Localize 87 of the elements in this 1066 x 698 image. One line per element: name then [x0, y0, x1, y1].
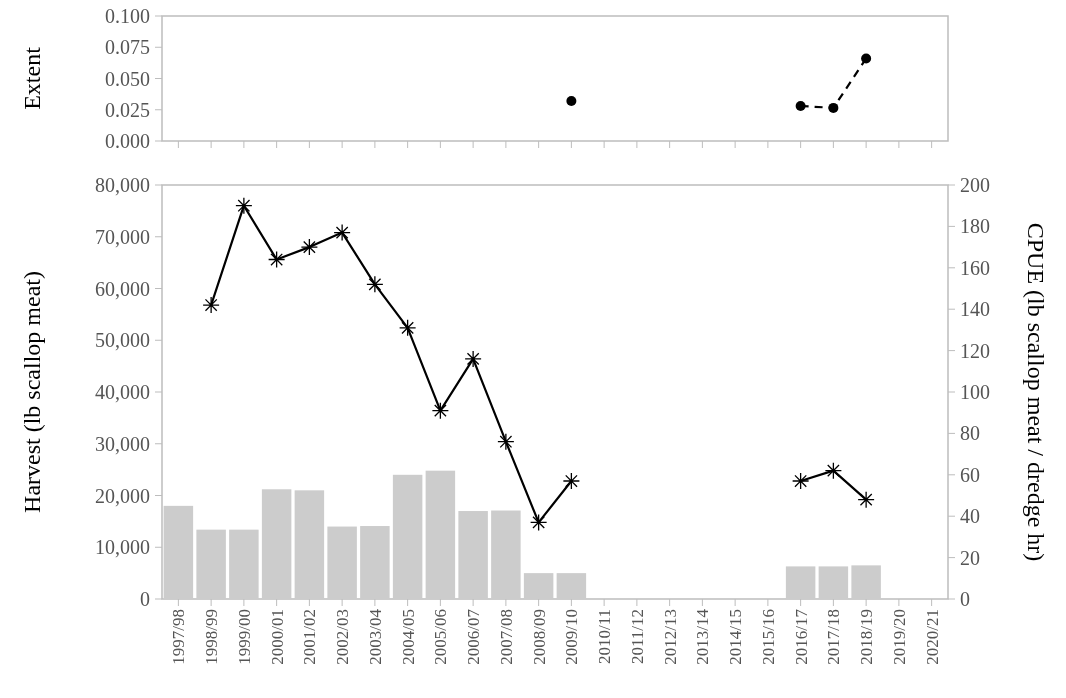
bar	[425, 470, 456, 599]
x-tick-label: 2001/02	[300, 609, 320, 665]
point	[562, 472, 581, 490]
y-tick-label: 60,000	[95, 277, 150, 300]
point	[333, 223, 351, 242]
point	[398, 319, 417, 337]
y2-tick-label: 0	[960, 588, 970, 610]
y2-tick-label: 120	[960, 339, 990, 362]
x-tick-label: 2002/03	[333, 609, 353, 665]
x-tick-label: 2004/05	[398, 609, 418, 665]
x-tick-label: 2016/17	[791, 608, 811, 665]
y2-tick-label: 80	[960, 422, 980, 445]
y-axis-title: Harvest (lb scallop meat)	[19, 271, 45, 513]
bar	[818, 566, 849, 599]
point	[300, 238, 319, 256]
y2-tick-label: 60	[960, 463, 980, 486]
bar	[491, 510, 521, 599]
x-tick-label: 2000/01	[267, 609, 287, 665]
y-tick-label: 10,000	[95, 536, 150, 559]
x-tick-label: 2005/06	[431, 609, 451, 665]
x-tick-label: 2006/07	[464, 608, 484, 665]
bar	[523, 573, 554, 599]
y-tick-label: 0.050	[105, 67, 150, 90]
bar	[163, 505, 194, 599]
y-tick-label: 0.100	[105, 5, 150, 27]
y-tick-label: 0.000	[105, 130, 150, 152]
y-tick-label: 80,000	[95, 174, 150, 196]
x-tick-label: 2010/11	[595, 609, 615, 665]
bar	[294, 490, 325, 599]
x-tick-label: 1999/00	[234, 609, 254, 665]
y2-tick-label: 180	[960, 215, 990, 238]
y2-tick-label: 20	[960, 546, 980, 569]
point	[235, 197, 253, 215]
y2-tick-label: 160	[960, 256, 990, 279]
bar	[327, 526, 357, 599]
point	[497, 433, 515, 451]
point	[267, 250, 286, 269]
bar	[458, 511, 488, 599]
bar	[851, 565, 881, 599]
x-tick-label: 2009/10	[562, 609, 582, 665]
x-tick-label: 2017/18	[824, 609, 844, 665]
x-tick-label: 2012/13	[660, 609, 680, 665]
y-tick-label: 0	[140, 588, 150, 610]
x-tick-label: 2003/04	[365, 608, 385, 665]
y2-tick-label: 40	[960, 505, 980, 528]
x-tick-label: 2007/08	[496, 609, 516, 665]
point	[464, 350, 482, 368]
y2-tick-label: 200	[960, 174, 990, 196]
bar	[229, 529, 259, 599]
x-tick-label: 2014/15	[726, 609, 746, 665]
y2-axis-title: CPUE (lb scallop meat / dredge hr)	[1023, 222, 1049, 562]
y2-tick-label: 140	[960, 298, 990, 321]
point	[828, 102, 839, 113]
bar	[261, 489, 292, 599]
x-tick-label: 2008/09	[529, 609, 549, 665]
y2-tick-label: 100	[960, 381, 990, 403]
bar	[392, 474, 423, 599]
y-tick-label: 20,000	[95, 484, 150, 507]
point	[202, 296, 220, 314]
point	[795, 101, 806, 111]
y-tick-label: 0.075	[105, 36, 150, 59]
bar	[360, 526, 390, 599]
y-tick-label: 70,000	[95, 225, 150, 248]
bar	[785, 566, 816, 599]
x-tick-label: 2015/16	[758, 609, 778, 665]
point	[366, 275, 384, 294]
point	[857, 490, 875, 509]
point	[861, 53, 872, 64]
x-tick-label: 2018/19	[857, 609, 877, 665]
point	[824, 462, 843, 480]
bar	[196, 529, 226, 599]
x-tick-label: 2019/20	[889, 609, 909, 665]
y-axis-title: Extent	[19, 46, 45, 110]
x-tick-label: 1997/98	[169, 609, 189, 665]
x-tick-label: 2020/21	[922, 609, 942, 665]
point	[431, 401, 450, 420]
point	[791, 472, 810, 490]
point	[566, 96, 577, 106]
y-tick-label: 40,000	[95, 381, 150, 403]
y-tick-label: 30,000	[95, 432, 150, 455]
bar	[556, 573, 587, 599]
y-tick-label: 50,000	[95, 329, 150, 352]
x-tick-label: 2011/12	[627, 609, 647, 665]
x-tick-label: 1998/99	[202, 609, 222, 665]
point	[529, 513, 548, 532]
y-tick-label: 0.025	[105, 98, 150, 121]
x-tick-label: 2013/14	[693, 608, 713, 665]
